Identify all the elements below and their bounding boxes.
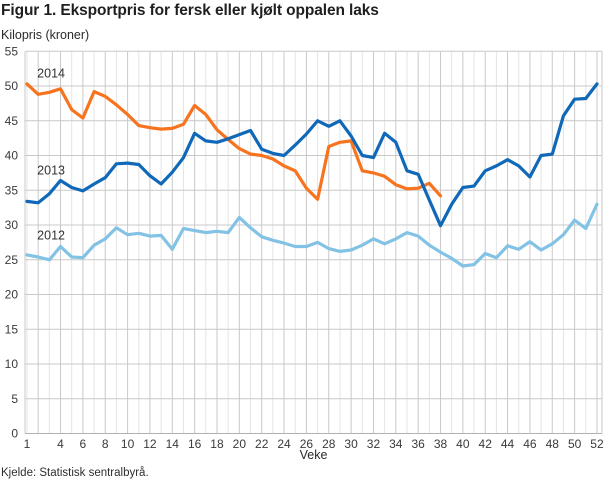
x-tick-label: 48 xyxy=(546,437,560,451)
x-tick-label: 10 xyxy=(121,437,135,451)
x-tick-label: 40 xyxy=(456,437,470,451)
x-tick-label: 46 xyxy=(523,437,537,451)
series-2014-line xyxy=(25,82,443,201)
x-tick-label: 26 xyxy=(300,437,314,451)
series-2012-line xyxy=(25,202,599,268)
series-2013-line xyxy=(25,82,599,228)
x-tick-label: 4 xyxy=(57,437,64,451)
x-tick-label: 30 xyxy=(344,437,358,451)
y-tick-label: 25 xyxy=(5,253,19,267)
x-tick-label: 38 xyxy=(434,437,448,451)
y-tick-label: 40 xyxy=(5,149,19,163)
y-tick-label: 35 xyxy=(5,183,19,197)
x-tick-label: 42 xyxy=(479,437,493,451)
source-note: Kjelde: Statistisk sentralbyrå. xyxy=(1,467,149,479)
x-tick-label: 50 xyxy=(568,437,582,451)
y-tick-label: 0 xyxy=(11,427,18,441)
series-2014-label: 2014 xyxy=(37,67,65,81)
x-tick-label: 28 xyxy=(322,437,336,451)
x-tick-label: 22 xyxy=(255,437,269,451)
y-tick-label: 5 xyxy=(11,392,18,406)
y-axis-unit-label: Kilopris (kroner) xyxy=(1,28,90,42)
x-tick-label: 16 xyxy=(188,437,202,451)
y-tick-label: 55 xyxy=(5,44,19,58)
x-tick-label: 18 xyxy=(210,437,224,451)
x-tick-label: 6 xyxy=(80,437,87,451)
y-tick-label: 50 xyxy=(5,79,19,93)
x-tick-label: 8 xyxy=(102,437,109,451)
x-tick-label: 36 xyxy=(411,437,425,451)
x-tick-label: 32 xyxy=(367,437,381,451)
x-tick-label: 24 xyxy=(277,437,291,451)
y-tick-label: 30 xyxy=(5,218,19,232)
x-tick-label: 52 xyxy=(590,437,604,451)
figure-title: Figur 1. Eksportpris for fersk eller kjø… xyxy=(1,2,379,19)
x-tick-label: 12 xyxy=(143,437,157,451)
x-tick-label: 14 xyxy=(166,437,180,451)
y-tick-label: 20 xyxy=(5,288,19,302)
x-tick-label: 20 xyxy=(233,437,247,451)
x-tick-label: 34 xyxy=(389,437,403,451)
x-tick-label: 1 xyxy=(24,437,31,451)
x-axis-title: Veke xyxy=(299,448,328,462)
y-tick-label: 45 xyxy=(5,114,19,128)
y-tick-label: 10 xyxy=(5,357,19,371)
series-2012-label: 2012 xyxy=(37,229,65,243)
x-tick-label: 44 xyxy=(501,437,515,451)
y-tick-label: 15 xyxy=(5,322,19,336)
series-2013-label: 2013 xyxy=(37,163,65,177)
